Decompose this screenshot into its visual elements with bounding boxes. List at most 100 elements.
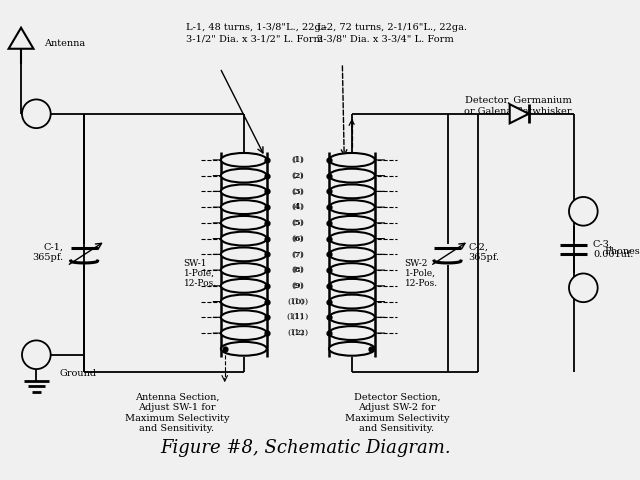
Text: Detector, Germanium: Detector, Germanium xyxy=(465,96,572,105)
Ellipse shape xyxy=(221,153,267,167)
Text: (3): (3) xyxy=(292,187,303,195)
Text: Phones: Phones xyxy=(604,247,640,256)
Text: Detector Section,
Adjust SW-2 for
Maximum Selectivity
and Sensitivity.: Detector Section, Adjust SW-2 for Maximu… xyxy=(344,393,449,433)
Text: (6): (6) xyxy=(292,235,304,242)
Circle shape xyxy=(569,197,598,226)
Ellipse shape xyxy=(329,326,375,340)
Text: "48": "48" xyxy=(340,219,356,227)
Text: (9): (9) xyxy=(292,282,304,290)
Text: (2): (2) xyxy=(292,172,304,180)
Text: or Galena/Catwhisker: or Galena/Catwhisker xyxy=(465,107,572,115)
Text: P: P xyxy=(578,281,589,295)
Text: "24": "24" xyxy=(239,251,256,258)
Text: "6": "6" xyxy=(342,329,354,337)
Ellipse shape xyxy=(329,342,375,356)
Text: (3): (3) xyxy=(292,187,304,195)
Ellipse shape xyxy=(221,200,267,214)
Text: "60": "60" xyxy=(340,187,356,195)
Text: Antenna: Antenna xyxy=(44,38,85,48)
Ellipse shape xyxy=(329,153,375,167)
Text: "36": "36" xyxy=(239,203,256,211)
Text: (2): (2) xyxy=(292,172,303,180)
Text: (4): (4) xyxy=(292,203,303,211)
Text: "48": "48" xyxy=(239,156,256,164)
Text: "28": "28" xyxy=(239,235,256,242)
Ellipse shape xyxy=(329,216,375,230)
Text: "30": "30" xyxy=(340,266,356,274)
Text: L-1, 48 turns, 1-3/8"L., 22ga.: L-1, 48 turns, 1-3/8"L., 22ga. xyxy=(186,23,330,32)
Text: "44": "44" xyxy=(239,172,256,180)
Text: (8): (8) xyxy=(292,266,304,274)
Text: "54": "54" xyxy=(340,203,356,211)
Ellipse shape xyxy=(329,263,375,277)
Text: (11): (11) xyxy=(287,313,304,321)
Polygon shape xyxy=(8,28,33,49)
Text: L-2, 72 turns, 2-1/16"L., 22ga.: L-2, 72 turns, 2-1/16"L., 22ga. xyxy=(317,23,467,32)
Text: "24": "24" xyxy=(340,282,356,290)
Text: (8): (8) xyxy=(292,266,303,274)
Text: (12): (12) xyxy=(292,329,308,337)
Text: (5): (5) xyxy=(292,219,304,227)
Text: "0": "0" xyxy=(346,347,358,355)
Text: "72": "72" xyxy=(340,156,356,164)
Text: "16": "16" xyxy=(239,282,256,290)
Ellipse shape xyxy=(329,168,375,182)
Text: "0": "0" xyxy=(238,347,250,355)
Ellipse shape xyxy=(221,168,267,182)
Ellipse shape xyxy=(221,279,267,293)
Ellipse shape xyxy=(221,263,267,277)
Text: (1): (1) xyxy=(292,156,303,164)
Text: "36": "36" xyxy=(340,251,356,258)
Text: (10): (10) xyxy=(292,298,308,306)
Text: "12": "12" xyxy=(239,298,256,306)
Text: "18": "18" xyxy=(340,298,356,306)
Text: (6): (6) xyxy=(292,235,303,242)
Text: "32": "32" xyxy=(239,219,256,227)
Ellipse shape xyxy=(329,200,375,214)
Ellipse shape xyxy=(221,295,267,309)
Ellipse shape xyxy=(221,247,267,261)
Ellipse shape xyxy=(329,279,375,293)
Text: (7): (7) xyxy=(292,251,303,258)
Text: "42": "42" xyxy=(340,235,356,242)
Text: Figure #8, Schematic Diagram.: Figure #8, Schematic Diagram. xyxy=(161,440,451,457)
Text: SW-1
1-Pole,
12-Pos.: SW-1 1-Pole, 12-Pos. xyxy=(184,259,217,288)
Circle shape xyxy=(569,274,598,302)
Circle shape xyxy=(22,99,51,128)
Text: (5): (5) xyxy=(292,219,303,227)
Ellipse shape xyxy=(329,295,375,309)
Text: Ground: Ground xyxy=(60,370,97,378)
Text: 2-3/8" Dia. x 3-3/4" L. Form: 2-3/8" Dia. x 3-3/4" L. Form xyxy=(317,35,454,44)
Text: 3-1/2" Dia. x 3-1/2" L. Form: 3-1/2" Dia. x 3-1/2" L. Form xyxy=(186,35,323,44)
Text: (7): (7) xyxy=(292,251,304,258)
Text: G: G xyxy=(31,348,42,362)
Ellipse shape xyxy=(329,232,375,246)
Text: (11): (11) xyxy=(292,313,309,321)
Text: "8": "8" xyxy=(242,313,253,321)
Ellipse shape xyxy=(329,184,375,198)
Ellipse shape xyxy=(221,232,267,246)
Text: C-3,
0.001uf.: C-3, 0.001uf. xyxy=(593,240,633,259)
Text: "40": "40" xyxy=(239,187,256,195)
Ellipse shape xyxy=(329,311,375,324)
Text: (10): (10) xyxy=(287,298,304,306)
Text: "66": "66" xyxy=(340,172,356,180)
Circle shape xyxy=(22,340,51,369)
Ellipse shape xyxy=(329,247,375,261)
Ellipse shape xyxy=(221,326,267,340)
Text: C-1,
365pf.: C-1, 365pf. xyxy=(32,243,63,262)
Text: (4): (4) xyxy=(292,203,304,211)
Text: A: A xyxy=(31,107,42,121)
Text: SW-2
1-Pole,
12-Pos.: SW-2 1-Pole, 12-Pos. xyxy=(404,259,438,288)
Text: "20": "20" xyxy=(239,266,256,274)
Text: P: P xyxy=(578,204,589,218)
Ellipse shape xyxy=(221,184,267,198)
Text: Antenna Section,
Adjust SW-1 for
Maximum Selectivity
and Sensitivity.: Antenna Section, Adjust SW-1 for Maximum… xyxy=(125,393,229,433)
Ellipse shape xyxy=(221,342,267,356)
Polygon shape xyxy=(509,104,529,123)
Text: (9): (9) xyxy=(292,282,303,290)
Text: "12": "12" xyxy=(340,313,356,321)
Text: "4": "4" xyxy=(242,329,253,337)
Text: (1): (1) xyxy=(292,156,304,164)
Text: (12): (12) xyxy=(287,329,304,337)
